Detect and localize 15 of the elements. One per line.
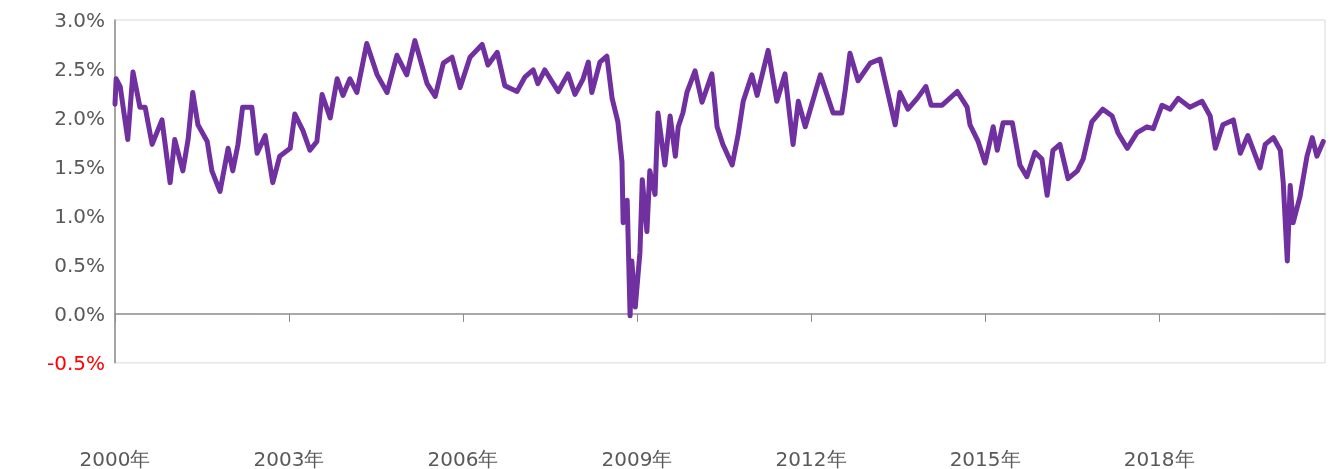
y-tick-label: 2.0% [54,105,105,130]
x-tick-label: 2009年 [601,447,673,469]
y-tick-label: 1.5% [54,154,105,179]
y-tick-label: 3.0% [54,8,105,32]
y-tick-label: 0.0% [54,301,105,326]
y-tick-label: 0.5% [54,252,105,277]
x-tick-label: 2018年 [1123,447,1195,469]
x-tick-label: 2006年 [427,447,499,469]
y-tick-label: 1.0% [54,203,105,228]
x-tick-label: 2003年 [253,447,325,469]
y-tick-label: 2.5% [54,56,105,81]
x-tick-label: 2012年 [775,447,847,469]
x-tick-label: 2015年 [949,447,1021,469]
x-tick-label: 2000年 [79,447,151,469]
y-tick-label: -0.5% [46,350,105,375]
